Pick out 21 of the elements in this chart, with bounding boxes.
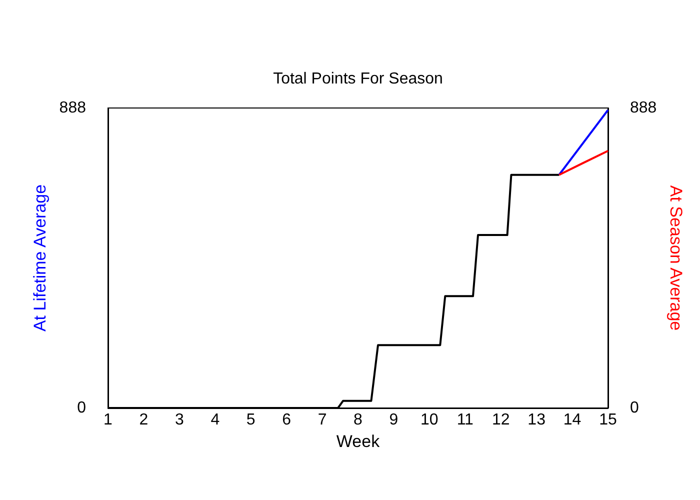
x-tick-label: 1 xyxy=(104,412,113,428)
chart-title: Total Points For Season xyxy=(273,70,443,88)
y-axis-title: At Lifetime Average xyxy=(30,184,50,332)
x-tick-label: 6 xyxy=(282,412,292,428)
y2-axis-title: At Season Average xyxy=(666,185,686,331)
x-tick-label: 13 xyxy=(528,412,546,428)
x-tick-label: 10 xyxy=(420,412,438,428)
x-tick-label: 12 xyxy=(492,412,510,428)
x-tick-label: 5 xyxy=(246,412,256,428)
x-tick-label: 11 xyxy=(456,412,474,428)
x-tick-label: 8 xyxy=(354,412,363,428)
y2-tick-label: 0 xyxy=(630,400,639,416)
x-tick-label: 9 xyxy=(389,412,398,428)
x-tick-label: 2 xyxy=(139,412,148,428)
x-tick-label: 14 xyxy=(563,412,582,428)
x-tick-label: 4 xyxy=(210,412,220,428)
x-axis-title: Week xyxy=(336,432,380,451)
x-tick-label: 7 xyxy=(318,412,327,428)
x-tick-label: 15 xyxy=(599,412,617,428)
y2-tick-label: 888 xyxy=(630,100,657,116)
x-tick-label: 3 xyxy=(174,412,184,428)
